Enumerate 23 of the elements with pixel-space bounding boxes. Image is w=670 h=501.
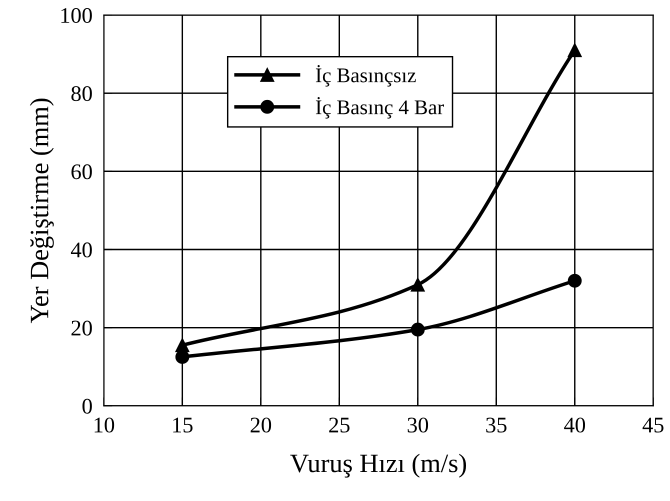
y-tick-label: 80 [71,86,92,102]
legend-label: İç Basınçsız [316,65,416,87]
point [568,43,582,58]
y-tick-label: 100 [61,8,92,23]
y-tick-label: 40 [70,242,92,258]
x-tick-label: 25 [329,418,350,433]
y-axis-title: Yer Değiştirme (mm) [30,98,54,324]
y-tick-label: 20 [71,320,92,336]
y-tick-label: 0 [82,398,92,414]
point [410,322,425,337]
x-tick-label: 20 [250,418,272,433]
x-tick-label: 30 [408,418,428,433]
x-tick-label: 35 [486,418,507,433]
point [410,278,425,292]
x-tick-label: 15 [173,418,193,433]
legend-label: İç Basınç 4 Bar [316,97,444,119]
x-tick-label: 45 [642,418,664,433]
y-tick-label: 60 [71,164,92,180]
point [568,274,582,288]
point [175,350,190,364]
x-tick-label: 40 [564,418,586,433]
x-axis-title: Vuruş Hızı (m/s) [290,454,466,478]
x-tick-label: 10 [94,418,114,433]
